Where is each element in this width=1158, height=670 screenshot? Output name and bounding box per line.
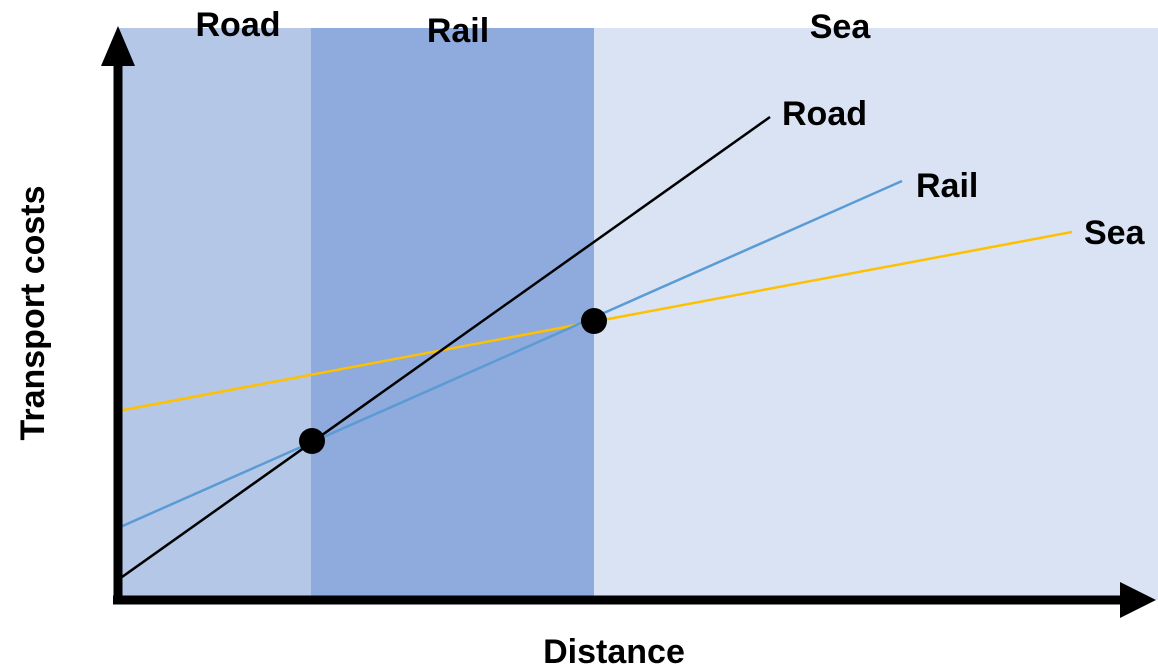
y-axis-label: Transport costs xyxy=(14,185,52,440)
line-label-rail: Rail xyxy=(916,167,978,205)
region-label-sea: Sea xyxy=(810,8,872,46)
break-point-road-rail xyxy=(299,428,325,454)
x-axis-arrowhead xyxy=(1120,582,1156,618)
rail-cost-line xyxy=(117,179,903,530)
region-road xyxy=(118,28,311,600)
road-cost-line xyxy=(121,115,771,579)
y-axis-arrowhead xyxy=(101,26,135,66)
region-label-road: Road xyxy=(196,6,281,44)
line-label-road: Road xyxy=(782,95,867,133)
region-rail xyxy=(311,28,594,600)
line-label-sea: Sea xyxy=(1084,214,1146,252)
region-sea xyxy=(594,28,1158,600)
x-axis-label: Distance xyxy=(543,633,685,670)
break-point-rail-sea xyxy=(581,308,607,334)
region-label-rail: Rail xyxy=(427,12,489,50)
